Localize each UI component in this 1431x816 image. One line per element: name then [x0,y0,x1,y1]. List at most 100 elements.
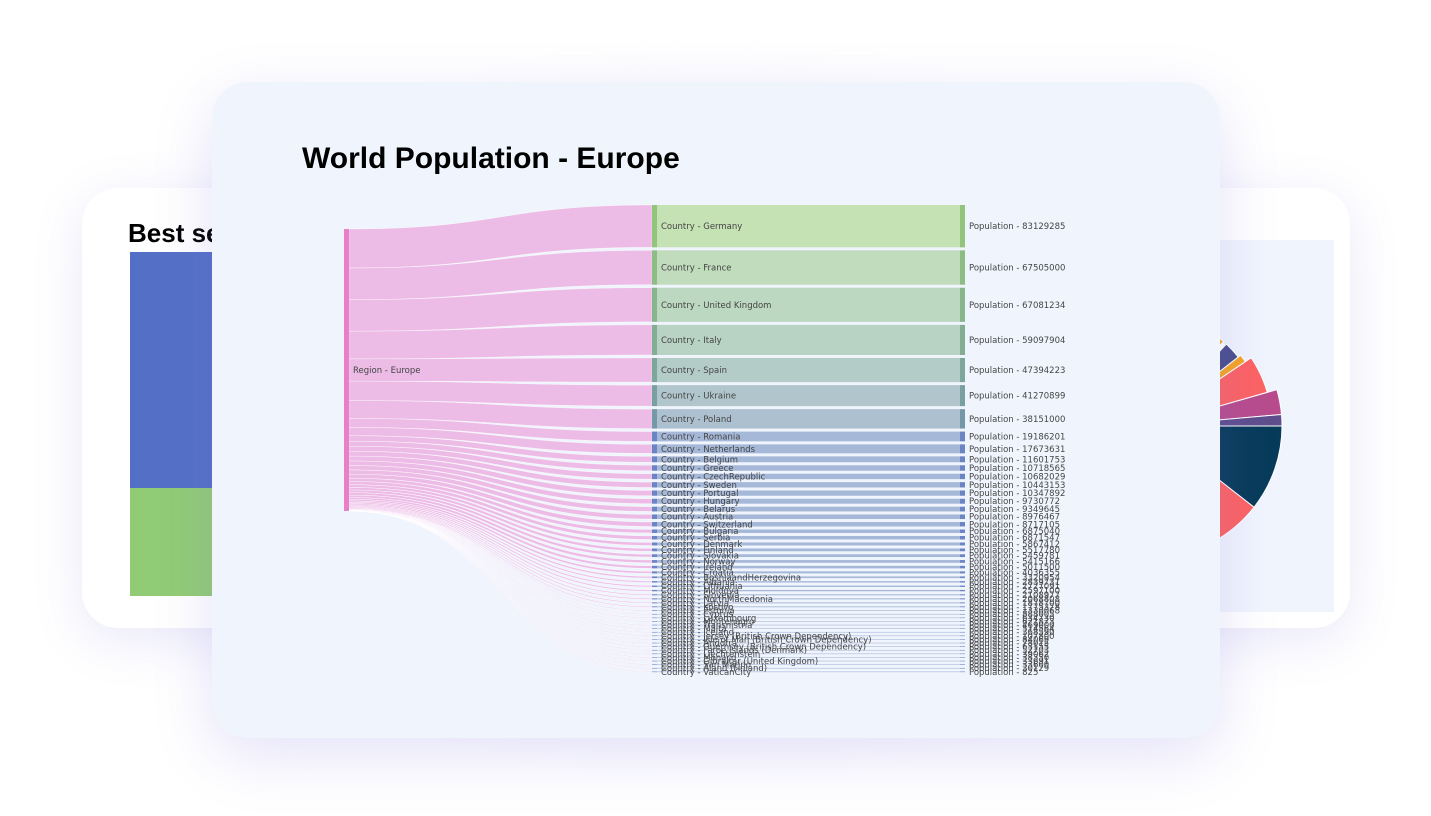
population-label: Population - 2068808 [969,595,1060,605]
country-link-BosniaandHerzegovina [657,576,960,579]
country-node-Monaco [652,657,657,658]
country-node-Austria [652,514,657,520]
country-link-Faroe Islands (Denmark) [657,649,960,651]
population-label: Population - 33600 [969,661,1049,671]
population-node-Germany [960,205,965,248]
population-node-Spain [960,357,965,383]
country-link-Albania [657,581,960,583]
country-link-Poland [657,409,960,429]
country-label: Country - NorthMacedonia [661,595,773,605]
country-label: Country - Norway [661,557,735,567]
population-node-Norway [960,560,965,563]
country-node-Slovenia [652,594,657,596]
country-link-Switzerland [657,522,960,527]
country-label: Country - Serbia [661,534,730,544]
country-link-Belgium [657,456,960,463]
country-link-Ukraine [657,385,960,407]
country-node-Netherlands [652,444,657,454]
country-label: Country - France [661,264,732,274]
country-label: Country - Slovenia [661,591,739,601]
population-label: Population - 1775378 [969,603,1060,613]
population-node-France [960,250,965,285]
country-label: Country - Aland (Finland) [661,664,767,674]
country-label: Country - Denmark [661,540,742,550]
country-label: Country - Switzerland [661,520,753,530]
country-node-Portugal [652,490,657,496]
country-link-Slovenia [657,594,960,596]
population-node-Kosovo [960,606,965,608]
link-Belgium [348,435,653,463]
population-node-Switzerland [960,522,965,527]
country-label: Country - Croatia [661,568,734,578]
country-label: Country - Gibraltar (United Kingdom) [661,657,818,667]
population-label: Population - 63155 [969,643,1049,653]
link-Croatia [348,497,653,574]
country-node-Sweden [652,482,657,488]
country-label: Country - Albania [661,578,735,588]
country-node-Switzerland [652,522,657,527]
population-label: Population - 5867412 [969,540,1060,550]
country-label: Country - Montenegro [661,617,754,627]
population-label: Population - 9349645 [969,505,1060,515]
country-node-Latvia [652,602,657,604]
population-node-Andorra [960,642,965,644]
country-link-Lithuania [657,585,960,587]
population-node-Belgium [960,456,965,463]
country-link-Finland [657,548,960,552]
country-label: Country - Estonia [661,607,735,617]
country-node-Norway [652,560,657,563]
population-label: Population - 2108977 [969,591,1060,601]
population-label: Population - 10443153 [969,481,1065,491]
country-link-Croatia [657,571,960,574]
population-label: Population - 47394223 [969,366,1065,376]
sankey-labels: Region - Europe Country - Germany Populati… [353,222,1065,678]
country-label: Country - Romania [661,432,740,442]
country-node-Finland [652,548,657,552]
population-node-VaticanCity [960,671,965,673]
population-label: Population - 84069 [969,635,1049,645]
country-link-Estonia [657,610,960,611]
country-node-San Marino [652,664,657,665]
population-label: Population - 888005 [969,610,1055,620]
country-node-Kosovo [652,606,657,608]
country-label: Country - Faroe Islands (Denmark) [661,646,807,656]
population-node-United Kingdom [960,287,965,322]
population-label: Population - 41270899 [969,392,1065,402]
country-label: Country - Kosovo [661,603,733,613]
population-label: Population - 5459781 [969,552,1060,562]
population-label: Population - 33691 [969,657,1049,667]
country-label: Country - Bulgaria [661,527,739,537]
population-label: Population - 107800 [969,632,1055,642]
population-label: Population - 5011500 [969,563,1060,573]
country-node-Spain [652,357,657,383]
country-node-NorthMacedonia [652,598,657,600]
population-label: Population - 38151000 [969,415,1065,425]
country-link-Andorra [657,642,960,644]
population-label: Population - 2597100 [969,587,1060,597]
country-link-Luxembourg [657,617,960,619]
population-node-Gibraltar (United Kingdom) [960,660,965,662]
population-node-Greece [960,465,965,471]
sankey-nodes [344,205,965,673]
country-node-Malta [652,628,657,629]
country-node-Albania [652,581,657,583]
country-label: Country - Sweden [661,481,737,491]
country-label: Country - Transnistria [661,621,752,631]
population-label: Population - 1330068 [969,607,1060,617]
country-node-United Kingdom [652,287,657,322]
link-CzechRepublic [348,446,653,480]
population-label: Population - 10718565 [969,464,1065,474]
link-Ukraine [348,380,653,407]
population-node-BosniaandHerzegovina [960,576,965,579]
population-label: Population - 38350 [969,653,1049,663]
country-link-Sweden [657,482,960,488]
country-link-Belarus [657,506,960,512]
population-node-Guernsey (British Crown Dependency) [960,646,965,647]
link-BosniaandHerzegovina [348,499,653,579]
link-NorthMacedonia [348,505,653,600]
population-label: Population - 59097904 [969,336,1065,346]
population-node-Transnistria [960,624,965,626]
country-node-Luxembourg [652,617,657,619]
population-label: Population - 8976467 [969,513,1060,523]
population-label: Population - 67081234 [969,301,1065,311]
